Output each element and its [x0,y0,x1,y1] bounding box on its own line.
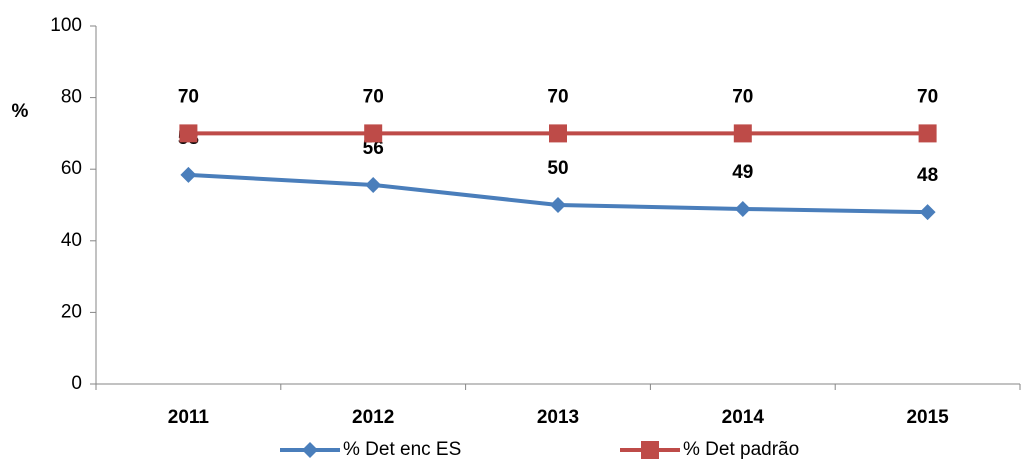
marker [180,166,197,183]
marker [302,442,318,458]
x-tick-label: 2012 [352,407,394,428]
data-label: 70 [363,86,384,107]
marker [364,124,383,143]
y-tick-label: 100 [50,15,82,36]
marker [641,441,659,459]
legend-label: % Det enc ES [343,439,461,460]
y-axis-label: % [12,101,29,122]
y-tick-label: 60 [61,158,82,179]
data-label: 48 [917,165,938,186]
x-tick-label: 2011 [168,407,210,428]
data-label: 56 [363,138,384,159]
marker [733,124,752,143]
legend-label: % Det padrão [683,439,799,460]
y-tick-label: 80 [61,87,82,108]
y-tick-label: 20 [61,301,82,322]
x-tick-label: 2013 [537,407,579,428]
x-tick-label: 2014 [722,407,765,428]
y-tick-label: 40 [61,230,82,251]
marker [919,204,936,221]
marker [918,124,937,143]
data-label: 50 [547,158,568,179]
data-label: 70 [917,86,938,107]
y-tick-label: 0 [71,373,82,394]
marker [549,124,567,143]
marker [365,176,382,193]
data-label: 70 [178,86,199,107]
x-tick-label: 2015 [906,407,949,428]
marker [179,124,198,143]
data-label: 49 [732,162,753,183]
data-label: 70 [732,86,753,107]
data-label: 70 [547,86,568,107]
marker [734,200,751,217]
marker [550,197,566,213]
